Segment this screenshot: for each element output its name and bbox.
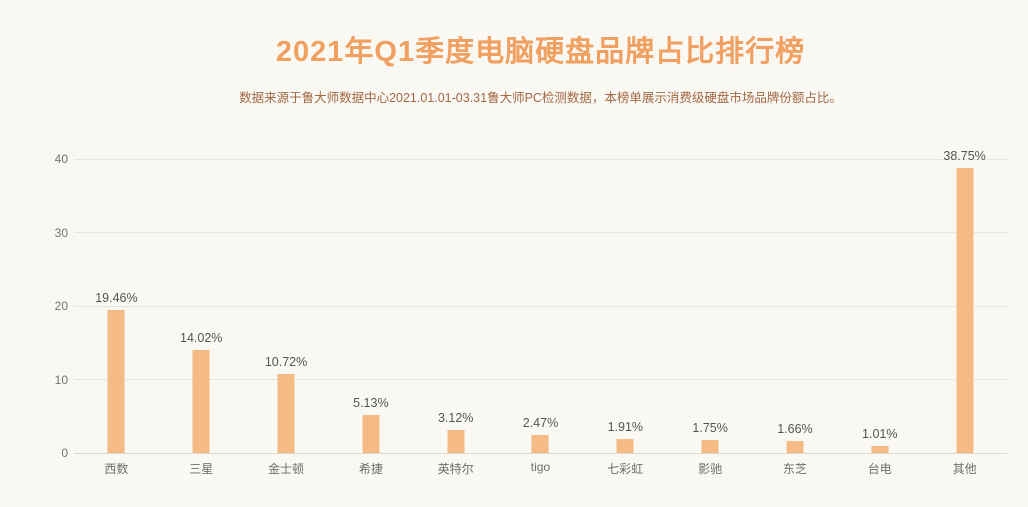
x-axis-category-label: 金士顿 — [268, 462, 305, 476]
bar — [531, 434, 549, 453]
x-axis-category-label: 东芝 — [782, 462, 807, 476]
bar — [616, 438, 634, 453]
bar-value-label: 10.72% — [264, 355, 308, 370]
chart-subtitle: 数据来源于鲁大师数据中心2021.01.01-03.31鲁大师PC检测数据，本榜… — [239, 91, 842, 105]
x-axis-category-label: 台电 — [867, 462, 892, 476]
bar-column: 3.12% 英特尔 — [413, 159, 498, 476]
bar-column: 1.01% 台电 — [837, 159, 922, 476]
gridline — [74, 305, 1007, 307]
bar-value-label: 19.46% — [95, 290, 138, 305]
bar — [956, 168, 974, 453]
bar-column: 5.13% 希捷 — [328, 159, 413, 476]
bar-column: 2.47% tigo — [498, 159, 583, 474]
chart-title: 2021年Q1季度电脑硬盘品牌占比排行榜 — [275, 36, 806, 68]
x-axis-category-label: 三星 — [189, 462, 214, 476]
bar-value-label: 1.75% — [692, 421, 728, 436]
bar-value-label: 38.75% — [943, 149, 986, 164]
bar-column: 38.75% 其他 — [922, 149, 1007, 476]
bar — [362, 415, 380, 453]
y-axis-tick-label: 40 — [54, 152, 68, 166]
gridline — [74, 379, 1007, 380]
x-axis-category-label: 七彩虹 — [607, 462, 644, 476]
y-axis-tick-label: 20 — [54, 299, 68, 313]
bar-value-label: 2.47% — [522, 415, 559, 430]
bar — [786, 440, 804, 453]
gridline — [74, 158, 1007, 160]
x-axis-category-label: 西数 — [104, 462, 129, 476]
x-axis-category-label: 英特尔 — [437, 462, 474, 476]
gridline — [74, 452, 1007, 454]
bar-column: 14.02% 三星 — [159, 159, 244, 476]
bar-column: 1.75% 影驰 — [668, 159, 753, 476]
bar — [871, 445, 889, 453]
bar-value-label: 1.01% — [862, 426, 898, 441]
y-axis-tick-label: 30 — [54, 225, 68, 240]
bar-column: 1.91% 七彩虹 — [583, 159, 668, 476]
gridline — [74, 232, 1007, 233]
x-axis-category-label: tigo — [530, 460, 551, 474]
x-axis-category-label: 影驰 — [698, 462, 723, 476]
x-axis-category-label: 希捷 — [358, 462, 383, 476]
bar — [447, 430, 465, 453]
bar — [701, 440, 719, 453]
y-axis-tick-label: 0 — [61, 446, 68, 460]
bar-column: 10.72% 金士顿 — [244, 159, 329, 476]
bar-value-label: 1.91% — [607, 419, 644, 434]
bar-chart-plot: 19.46% 西数 14.02% 三星 10.72% 金士顿 5.13% 希捷 3.12% 英特尔… — [74, 149, 1007, 476]
bar — [107, 309, 125, 453]
bar — [277, 374, 295, 453]
bar-value-label: 5.13% — [353, 396, 389, 411]
bar-value-label: 14.02% — [180, 330, 223, 345]
x-axis-category-label: 其他 — [952, 462, 977, 476]
bar-column: 19.46% 西数 — [74, 159, 159, 476]
y-axis-tick-label: 10 — [54, 372, 68, 387]
bar — [192, 349, 210, 453]
bar-value-label: 1.66% — [777, 421, 813, 436]
bar-value-label: 3.12% — [437, 411, 474, 426]
bar-column: 1.66% 东芝 — [753, 159, 838, 476]
